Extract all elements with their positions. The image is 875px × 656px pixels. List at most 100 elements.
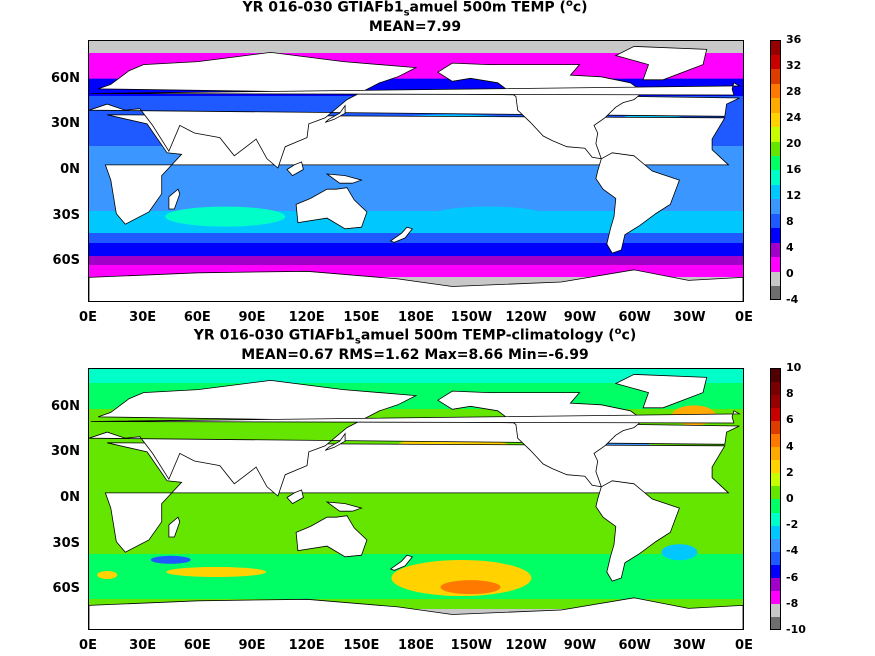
colorbar-tick-label: 8: [786, 387, 794, 401]
x-tick-label: 150E: [343, 310, 380, 325]
colorbar-tick-label: 0: [786, 267, 794, 280]
land-mass: [295, 515, 368, 558]
land-mass: [389, 554, 414, 571]
x-tick-label: 90E: [238, 638, 266, 653]
colorbar-segment: [771, 242, 781, 258]
panel2-subtitle: MEAN=0.67 RMS=1.62 Max=8.66 Min=-6.99: [241, 347, 589, 363]
x-tick-label: 150W: [450, 638, 493, 653]
land-mass: [437, 62, 644, 160]
colorbar-segment: [771, 485, 781, 500]
land-mass: [90, 410, 741, 424]
colorbar-tick-label: 12: [786, 189, 802, 202]
colorbar-segment: [771, 227, 781, 243]
y-tick-label: 0N: [60, 490, 80, 505]
land-mass: [614, 373, 708, 409]
land-mass: [286, 161, 304, 177]
satl-cold: [661, 544, 698, 561]
colorbar-segment: [771, 40, 781, 55]
colorbar-segment: [771, 184, 781, 200]
land-layer: [89, 45, 743, 301]
x-tick-label: 30W: [673, 310, 706, 325]
x-tick-label: 90W: [563, 310, 597, 325]
land-mass: [286, 489, 304, 505]
panel2-map-svg: [89, 369, 743, 629]
colorbar-tick-label: 24: [786, 111, 802, 124]
x-tick-label: 150E: [343, 638, 380, 653]
colorbar-tick-label: 28: [786, 85, 802, 98]
x-tick-label: 180E: [397, 638, 435, 653]
land-mass: [89, 379, 740, 497]
y-tick-label: 60S: [52, 581, 80, 597]
panel2-title: YR 016-030 GTIAFb1samuel 500m TEMP-clima…: [193, 326, 637, 347]
land-mass: [168, 188, 181, 210]
land-layer: [89, 373, 743, 629]
x-tick-label: 180E: [397, 310, 435, 325]
land-mass: [325, 501, 363, 512]
colorbar-tick-label: 6: [786, 413, 794, 427]
panel1-map: [88, 40, 744, 302]
colorbar-segment: [771, 512, 781, 526]
y-tick-label: 60N: [51, 398, 80, 414]
colorbar-segment: [771, 54, 781, 70]
land-mass: [324, 432, 346, 451]
colorbar-segment: [771, 525, 781, 539]
temp-band: [89, 256, 743, 265]
colorbar-segment: [771, 68, 781, 84]
colorbar-segment: [771, 368, 781, 382]
colorbar-tick-label: 8: [786, 215, 794, 228]
x-tick-label: 60E: [183, 310, 211, 325]
spac-gyre: [428, 206, 549, 227]
x-tick-label: 120W: [505, 638, 547, 653]
colorbar-segment: [771, 285, 781, 301]
y-tick-label: 60N: [51, 70, 80, 86]
colorbar-segment: [771, 472, 781, 487]
colorbar-tick-label: -8: [786, 596, 799, 610]
colorbar-tick-label: -6: [786, 570, 799, 584]
y-tick-label: 30N: [51, 116, 80, 132]
colorbar-segment: [771, 603, 781, 618]
colorbar-segment: [771, 271, 781, 287]
colorbar-segment: [771, 407, 781, 421]
anom-band: [89, 599, 743, 609]
land-mass: [295, 187, 368, 230]
land-mass: [389, 226, 414, 243]
x-tick-label: 0E: [735, 310, 753, 325]
colorbar-tick-label: -10: [786, 623, 806, 636]
land-mass: [324, 104, 346, 123]
y-tick-label: 30N: [51, 444, 80, 460]
colorbar-tick-label: -2: [786, 518, 799, 532]
land-mass: [89, 51, 740, 169]
colorbar-segment: [771, 551, 781, 565]
satl-warm: [97, 571, 118, 579]
temp-band: [89, 233, 743, 243]
colorbar-tick-label: 10: [786, 361, 802, 374]
panel1-title: YR 016-030 GTIAFb1samuel 500m TEMP (oc): [242, 0, 588, 19]
x-tick-label: 0E: [79, 310, 97, 325]
x-tick-label: 60E: [183, 638, 211, 653]
y-tick-label: 30S: [52, 535, 80, 551]
colorbar-segment: [771, 170, 781, 185]
colorbar-tick-label: -4: [786, 544, 799, 558]
colorbar-segment: [771, 590, 781, 605]
x-tick-label: 120W: [505, 310, 547, 325]
colorbar-segment: [771, 256, 781, 272]
x-tick-label: 60W: [618, 638, 651, 653]
colorbar-tick-label: 4: [786, 439, 794, 453]
colorbar-segment: [771, 126, 781, 142]
temp-band: [89, 243, 743, 256]
panel1-map-svg: [89, 41, 743, 301]
colorbar-segment: [771, 433, 781, 448]
land-mass: [437, 390, 644, 488]
colorbar-tick-label: 16: [786, 163, 802, 176]
land-mass: [595, 152, 680, 254]
colorbar-segment: [771, 577, 781, 592]
colorbar-segment: [771, 381, 781, 395]
colorbar-segment: [771, 112, 781, 128]
colorbar-tick-label: 36: [786, 33, 802, 46]
sopac-hot: [440, 580, 501, 595]
panel2-map: [88, 368, 744, 630]
x-tick-label: 30W: [673, 638, 706, 653]
y-tick-label: 0N: [60, 162, 80, 177]
colorbar-segment: [771, 538, 781, 552]
colorbar-tick-label: -4: [786, 293, 799, 306]
